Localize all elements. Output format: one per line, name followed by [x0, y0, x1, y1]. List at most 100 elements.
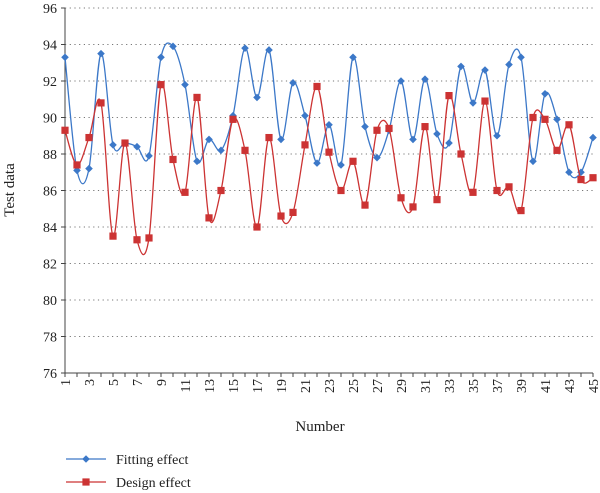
- data-point: [409, 135, 417, 144]
- data-point: [445, 92, 453, 100]
- x-tick-label: 21: [299, 379, 314, 393]
- data-point: [493, 186, 501, 195]
- data-point: [133, 142, 141, 151]
- data-point: [385, 124, 393, 133]
- data-point: [169, 155, 177, 164]
- data-point: [541, 115, 549, 123]
- data-point: [109, 141, 117, 149]
- x-tick-label: 39: [515, 379, 530, 393]
- x-tick-label: 13: [203, 379, 218, 393]
- y-tick-label: 92: [43, 75, 57, 90]
- data-point: [289, 79, 297, 87]
- series-design-effect: [61, 81, 597, 256]
- data-point: [337, 186, 345, 195]
- data-point: [541, 89, 549, 98]
- y-tick-label: 82: [43, 258, 57, 273]
- series-line: [64, 82, 594, 256]
- data-point: [217, 146, 225, 155]
- x-tick-label: 1: [59, 379, 74, 386]
- data-point: [457, 150, 465, 158]
- data-point: [469, 188, 477, 196]
- data-point: [253, 93, 261, 102]
- data-point: [397, 194, 405, 202]
- axes: [61, 7, 594, 377]
- y-tick-label: 78: [43, 331, 57, 346]
- data-point: [121, 139, 129, 147]
- data-point: [241, 146, 249, 154]
- legend: Fitting effect Design effect: [66, 453, 191, 491]
- data-point: [481, 66, 489, 74]
- x-tick-label: 45: [587, 379, 600, 393]
- data-point: [277, 135, 285, 144]
- data-point: [517, 53, 525, 62]
- y-axis-label: Test data: [2, 163, 18, 217]
- data-point: [265, 133, 273, 142]
- data-point: [553, 115, 561, 124]
- x-tick-label: 31: [419, 379, 434, 393]
- data-point: [553, 146, 561, 154]
- data-point: [373, 126, 381, 134]
- y-tick-label: 84: [43, 221, 57, 236]
- y-tick-label: 80: [43, 294, 57, 309]
- series-fitting-effect: [61, 42, 597, 185]
- data-point: [109, 232, 117, 240]
- x-tick-label: 43: [563, 379, 578, 393]
- data-point: [73, 166, 81, 175]
- x-tick-label: 37: [491, 379, 506, 393]
- data-point: [85, 133, 93, 142]
- data-point: [505, 183, 513, 191]
- series-layer: [61, 42, 597, 256]
- x-tick-label: 11: [179, 379, 194, 392]
- data-point: [73, 161, 81, 169]
- y-tick-label: 94: [43, 39, 57, 54]
- legend-marker: [82, 455, 90, 463]
- data-point: [313, 159, 321, 167]
- data-point: [133, 236, 141, 244]
- data-point: [97, 99, 105, 107]
- legend-label: Design effect: [116, 476, 191, 491]
- data-point: [361, 122, 369, 131]
- y-tick-label: 96: [43, 2, 57, 17]
- data-point: [361, 201, 369, 209]
- x-tick-label: 27: [371, 379, 386, 393]
- data-point: [325, 148, 333, 156]
- x-tick-label: 9: [155, 379, 170, 386]
- data-point: [433, 130, 441, 138]
- data-point: [433, 196, 441, 204]
- data-point: [589, 174, 597, 182]
- data-point: [349, 53, 357, 62]
- legend-marker: [82, 478, 90, 486]
- data-point: [277, 212, 285, 220]
- x-tick-label: 15: [227, 379, 242, 393]
- data-point: [229, 115, 237, 123]
- data-point: [169, 42, 177, 51]
- data-point: [337, 161, 345, 169]
- x-tick-label: 33: [443, 379, 458, 393]
- data-point: [205, 135, 213, 144]
- data-point: [181, 80, 189, 89]
- data-point: [61, 53, 69, 62]
- y-tick-label: 90: [43, 112, 57, 127]
- data-point: [469, 99, 477, 107]
- data-point: [529, 157, 537, 166]
- data-point: [565, 121, 573, 129]
- data-point: [217, 186, 225, 195]
- y-tick-label: 76: [43, 367, 57, 382]
- data-point: [193, 93, 201, 102]
- data-point: [157, 53, 165, 62]
- data-point: [481, 97, 489, 105]
- data-point: [181, 188, 189, 196]
- data-point: [493, 131, 501, 140]
- x-axis-label: Number: [295, 419, 344, 435]
- data-point: [577, 168, 585, 177]
- data-point: [61, 126, 69, 134]
- data-point: [145, 234, 153, 242]
- x-tick-label: 3: [83, 379, 98, 386]
- data-point: [289, 208, 297, 216]
- x-tick-label: 35: [467, 379, 482, 393]
- legend-item: Fitting effect: [66, 453, 189, 468]
- x-tick-label: 7: [131, 379, 146, 386]
- data-point: [325, 121, 333, 129]
